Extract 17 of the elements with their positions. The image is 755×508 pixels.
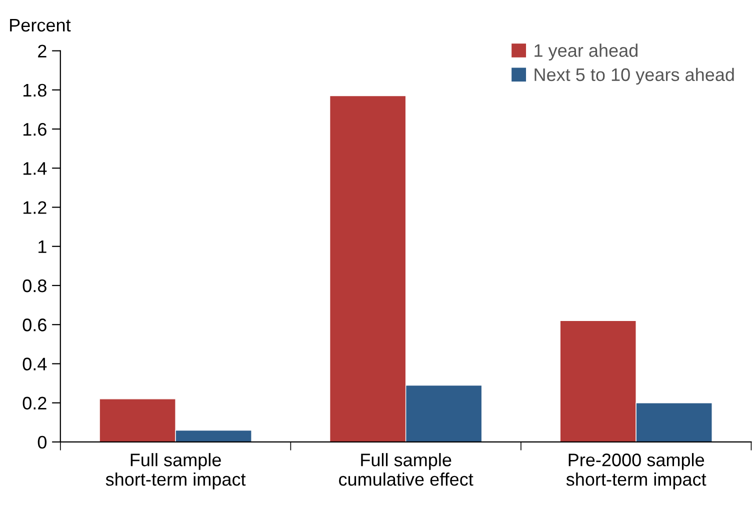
y-tick-label: 2	[38, 44, 46, 58]
y-tick-label: 0.4	[22, 358, 47, 370]
y-tick-label: 1.2	[23, 201, 46, 214]
y-tick-label: 1	[38, 240, 46, 253]
x-tick-label: Full sample cumulative effect	[339, 453, 474, 486]
y-tick-label: 1.6	[23, 122, 46, 136]
x-tick-label: Full sample short-term impact	[106, 453, 246, 490]
y-tick-label: 1.8	[23, 84, 46, 97]
legend-label: 1 year ahead	[534, 44, 638, 61]
y-tick-label: 0	[38, 436, 46, 449]
y-tick-label: 1.4	[23, 162, 47, 175]
y-tick-label: 0.6	[22, 318, 46, 332]
y-tick-label: 0.2	[22, 396, 46, 410]
y-axis-title: Percent	[10, 18, 71, 32]
legend-label: Next 5 to 10 years ahead	[534, 68, 734, 85]
y-tick-label: 0.8	[22, 279, 46, 292]
x-tick-label: Pre-2000 sample short-term impact	[566, 453, 706, 490]
